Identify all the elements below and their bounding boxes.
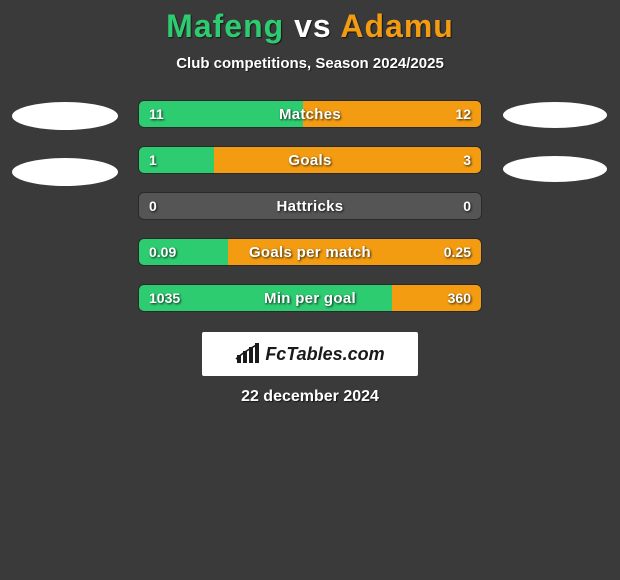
player1-club-placeholder bbox=[12, 158, 118, 186]
player1-photo-placeholder bbox=[12, 102, 118, 130]
stat-row: 13Goals bbox=[138, 146, 482, 174]
stats-area: 1112Matches 13Goals 0 0Hattricks 0.090.25Goa… bbox=[0, 100, 620, 312]
player2-avatar-col bbox=[500, 100, 610, 182]
stat-bars: 1112Matches 13Goals 0 0Hattricks 0.090.25Goa… bbox=[138, 100, 482, 312]
stat-bar-left bbox=[139, 101, 303, 127]
player2-name: Adamu bbox=[340, 8, 453, 44]
stat-row: 1035360Min per goal bbox=[138, 284, 482, 312]
player2-club-placeholder bbox=[503, 156, 607, 182]
player1-name: Mafeng bbox=[166, 8, 284, 44]
stat-value-left: 0 bbox=[149, 193, 157, 219]
stat-bar-right bbox=[303, 101, 481, 127]
stat-row: 0 0Hattricks bbox=[138, 192, 482, 220]
stat-bar-right bbox=[228, 239, 481, 265]
player1-avatar-col bbox=[10, 100, 120, 186]
brand-badge: FcTables.com bbox=[202, 332, 418, 376]
stat-row: 1112Matches bbox=[138, 100, 482, 128]
date-label: 22 december 2024 bbox=[0, 388, 620, 406]
page-title: Mafeng vs Adamu bbox=[0, 8, 620, 45]
vs-text: vs bbox=[294, 8, 332, 44]
stat-row: 0.090.25Goals per match bbox=[138, 238, 482, 266]
bar-chart-icon bbox=[235, 343, 261, 365]
stat-bar-left bbox=[139, 285, 392, 311]
stat-bar-left bbox=[139, 239, 228, 265]
subtitle: Club competitions, Season 2024/2025 bbox=[0, 55, 620, 72]
player2-photo-placeholder bbox=[503, 102, 607, 128]
stat-value-right: 0 bbox=[463, 193, 471, 219]
stat-bar-right bbox=[214, 147, 481, 173]
brand-text: FcTables.com bbox=[265, 344, 384, 365]
stat-label: Hattricks bbox=[139, 193, 481, 219]
stat-bar-right bbox=[392, 285, 481, 311]
stat-bar-left bbox=[139, 147, 214, 173]
comparison-card: Mafeng vs Adamu Club competitions, Seaso… bbox=[0, 0, 620, 406]
